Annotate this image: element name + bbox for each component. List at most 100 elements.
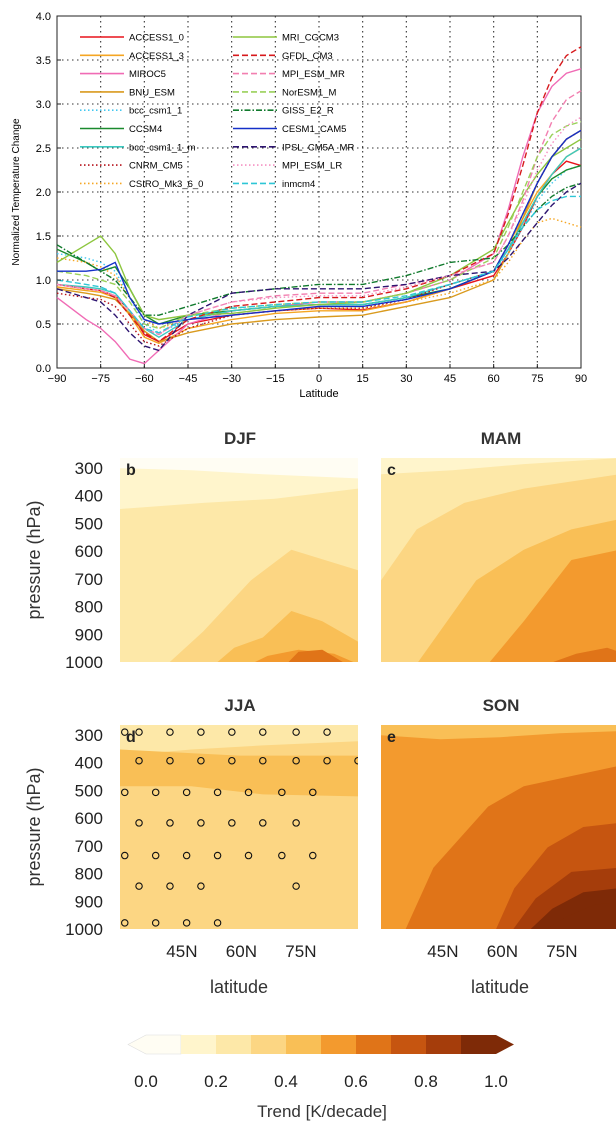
pressure-tick-label: 500: [75, 514, 103, 533]
pressure-tick-label: 600: [75, 542, 103, 561]
stipple-dot: [278, 788, 286, 797]
contour-fill: [288, 649, 343, 662]
stipple-dot: [323, 756, 331, 765]
latitude-tick-label: 45N: [427, 942, 458, 961]
panel-title: SON: [483, 696, 520, 715]
stipple-dot: [135, 819, 143, 827]
legend-label: ACCESS1_0: [129, 33, 184, 44]
stipple-dot: [259, 728, 267, 736]
legend-label: MPI_ESM_MR: [282, 69, 345, 80]
contour-panels: DJF b MAM c JJA d SON e 300 400 500 600 700 800 900 100…: [24, 429, 616, 997]
y-tick-label: 0.0: [36, 363, 51, 375]
colorbar-tick-label: 0.2: [204, 1072, 228, 1091]
x-tick-label: −15: [266, 373, 285, 385]
latitude-axis-title: latitude: [471, 977, 529, 997]
colorbar-tick-label: 0.6: [344, 1072, 368, 1091]
stipple-dot: [278, 851, 286, 860]
colorbar-tick-label: 1.0: [484, 1072, 508, 1091]
pressure-tick-label: 300: [75, 459, 103, 478]
series-line: [56, 120, 582, 330]
stipple-dot: [135, 756, 143, 765]
pressure-tick-label: 900: [75, 892, 103, 911]
stipple-dot: [121, 728, 129, 736]
panel-title: JJA: [224, 696, 255, 715]
colorbar-segment: [461, 1035, 514, 1054]
colorbar-segment: [391, 1035, 426, 1054]
legend-label: bcc_csm1_1_m: [129, 142, 196, 153]
legend-label: CNRM_CM5: [129, 161, 183, 172]
y-tick-label: 1.5: [36, 231, 51, 243]
stipple-dot: [354, 756, 358, 765]
stipple-dot: [197, 882, 205, 890]
legend-label: IPSL_CM5A_MR: [282, 142, 354, 153]
stipple-dot: [213, 788, 222, 797]
colorbar: 0.0 0.2 0.4 0.6 0.8 1.0: [127, 1034, 514, 1091]
panel-title: MAM: [481, 429, 522, 448]
pressure-axis-title: pressure (hPa): [24, 767, 44, 886]
stipple-dot: [121, 788, 129, 797]
series-line: [57, 129, 582, 325]
legend-label: GFDL_CM3: [282, 51, 333, 62]
pressure-tick-label: 800: [75, 598, 103, 617]
stipple-dot: [309, 788, 317, 797]
legend-label: inmcm4: [282, 179, 315, 190]
stipple-dot: [244, 851, 253, 860]
y-tick-label: 2.5: [36, 143, 51, 155]
stipple-dot: [292, 882, 300, 890]
x-tick-label: 0: [316, 373, 322, 385]
x-tick-label: 15: [357, 373, 369, 385]
latitude-tick-label: 60N: [226, 942, 257, 961]
stipple-dot: [213, 851, 222, 860]
latitude-tick-label: 60N: [487, 942, 518, 961]
stipple-dot: [292, 819, 300, 827]
stipple-dot: [259, 819, 267, 827]
panel-letter: d: [126, 729, 136, 746]
colorbar-segment: [127, 1034, 182, 1055]
contour-fill: [489, 550, 616, 662]
y-tick-label: 2.0: [36, 187, 51, 199]
stipple-dot: [197, 728, 205, 736]
stipple-dot: [121, 919, 129, 927]
series-line: [56, 90, 582, 336]
contour-panel-son: SON e: [381, 696, 616, 929]
stipple-dot: [228, 819, 236, 827]
latitude-tick-label: 75N: [546, 942, 577, 961]
series-line: [56, 46, 582, 343]
x-tick-label: −60: [135, 373, 154, 385]
line-chart-y-ticks: 0.0 0.5 1.0 1.5 2.0 2.5 3.0 3.5 4.0: [36, 11, 61, 375]
colorbar-label: Trend [K/decade]: [257, 1102, 387, 1121]
stipple-dot: [166, 728, 174, 736]
colorbar-segment: [181, 1035, 216, 1054]
pressure-tick-label: 500: [75, 781, 103, 800]
y-tick-label: 4.0: [36, 11, 51, 23]
contour-panel-djf: DJF b: [120, 429, 358, 662]
legend-label: ACCESS1_3: [129, 51, 184, 62]
stipple-dot: [292, 728, 300, 736]
colorbar-segment: [321, 1035, 356, 1054]
y-tick-label: 3.0: [36, 99, 51, 111]
stipple-dot: [182, 919, 191, 927]
legend-label: MPI_ESM_LR: [282, 161, 342, 172]
stipple-dot: [151, 919, 160, 927]
pressure-tick-label: 400: [75, 754, 103, 773]
stipple-dot: [323, 728, 331, 736]
x-tick-label: 45: [444, 373, 456, 385]
colorbar-segment: [216, 1035, 251, 1054]
x-tick-label: 60: [488, 373, 500, 385]
pressure-tick-label: 800: [75, 865, 103, 884]
latitude-axis-title: latitude: [210, 977, 268, 997]
pressure-tick-label: 700: [75, 837, 103, 856]
pressure-tick-label: 900: [75, 625, 103, 644]
series-line: [56, 182, 582, 352]
stipple-dot: [151, 788, 160, 797]
legend-label: CSIRO_Mk3_6_0: [129, 179, 203, 190]
pressure-axis: 300 400 500 600 700 800 900 1000 pressure (hPa): [24, 459, 103, 672]
line-chart-series: [56, 46, 582, 365]
legend-label: BNU_ESM: [129, 87, 175, 98]
contour-fill: [546, 902, 616, 929]
contour-panel-jja: JJA d: [120, 696, 358, 929]
stipple-dot: [151, 851, 160, 860]
contour-fill: [217, 611, 358, 662]
stipple-dot: [197, 819, 205, 827]
